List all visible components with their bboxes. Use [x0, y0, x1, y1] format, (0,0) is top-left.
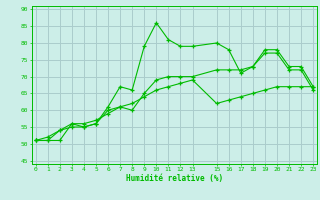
X-axis label: Humidité relative (%): Humidité relative (%) — [126, 174, 223, 183]
